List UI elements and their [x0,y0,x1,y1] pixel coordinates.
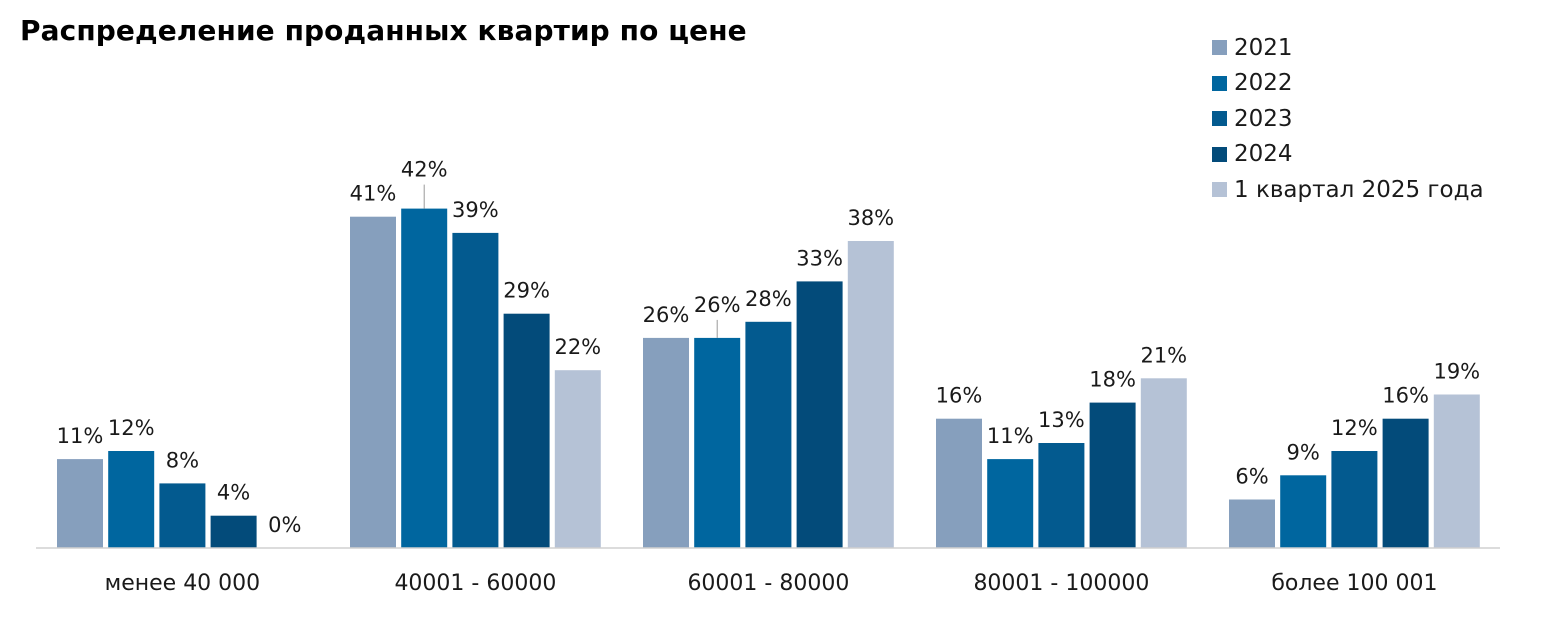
bar-2-2 [401,208,448,548]
bar-2-4 [987,459,1034,548]
data-label: 11% [57,424,104,448]
category-label: более 100 001 [1271,571,1437,596]
bar-1-4 [936,418,982,548]
bars-group [57,208,1480,548]
data-label: 28% [745,287,792,311]
data-label: 12% [1331,416,1378,440]
bar-4-1 [210,515,257,548]
legend-label: 2024 [1234,141,1293,168]
bar-3-2 [452,232,499,548]
bar-4-3 [796,281,843,548]
bar-5-5 [1433,394,1480,548]
legend-swatch [1212,146,1227,162]
bar-3-1 [159,483,206,548]
data-label: 42% [401,158,448,182]
legend: 2021 2022 2023 2024 1 квартал 2025 года [1212,30,1484,208]
bar-1-5 [1229,499,1275,548]
data-label: 38% [847,206,894,230]
bar-5-3 [847,241,894,548]
bar-3-4 [1038,443,1085,548]
legend-label: 2021 [1234,34,1293,61]
data-label: 4% [217,481,250,505]
legend-swatch [1212,40,1227,56]
bar-2-5 [1280,475,1327,548]
data-label: 11% [987,424,1034,448]
legend-item: 2024 [1212,137,1484,173]
data-label: 6% [1235,465,1268,489]
bar-1-3 [643,337,689,548]
data-label: 21% [1140,343,1187,367]
category-label: 60001 - 80000 [687,571,849,596]
legend-item: 2023 [1212,101,1484,137]
bar-5-2 [554,370,601,548]
data-label: 16% [1382,384,1429,408]
bar-3-3 [745,321,792,548]
data-label: 9% [1287,440,1320,464]
legend-item: 1 квартал 2025 года [1212,172,1484,208]
legend-item: 2022 [1212,66,1484,102]
data-label: 19% [1433,360,1480,384]
bar-4-4 [1089,402,1136,548]
legend-label: 2023 [1234,105,1293,132]
legend-swatch [1212,111,1227,127]
chart-title: Распределение проданных квартир по цене [20,14,747,47]
data-labels-group: 11% 12%8%4%0%41%42%39%29%22%26% 26% 28%33%3… [57,158,1480,537]
legend-swatch [1212,182,1227,198]
legend-label: 1 квартал 2025 года [1234,176,1484,203]
bar-3-5 [1331,451,1378,548]
category-label: 40001 - 60000 [394,571,556,596]
bar-4-2 [503,313,550,548]
data-label: 26% [643,303,690,327]
data-label: 41% [350,182,397,206]
data-label: 12% [108,416,155,440]
data-label: 22% [554,335,601,359]
data-label: 26% [694,293,741,317]
data-label: 8% [166,448,199,472]
bar-1-2 [350,216,396,548]
bar-2-1 [108,451,155,548]
data-label: 18% [1089,368,1136,392]
bar-1-1 [57,459,103,548]
data-label: 39% [452,198,499,222]
legend-item: 2021 [1212,30,1484,66]
category-labels-group: менее 40 000 40001 - 60000 60001 - 80000 80… [105,571,1438,596]
bar-2-3 [694,337,741,548]
bar-4-5 [1382,418,1429,548]
data-label: 33% [796,246,843,270]
legend-swatch [1212,75,1227,91]
data-label: 16% [936,384,983,408]
category-label: менее 40 000 [105,571,261,596]
legend-label: 2022 [1234,70,1293,97]
data-label: 0% [268,513,301,537]
data-label: 29% [503,279,550,303]
bar-5-4 [1140,378,1187,548]
data-label: 13% [1038,408,1085,432]
category-label: 80001 - 100000 [973,571,1149,596]
